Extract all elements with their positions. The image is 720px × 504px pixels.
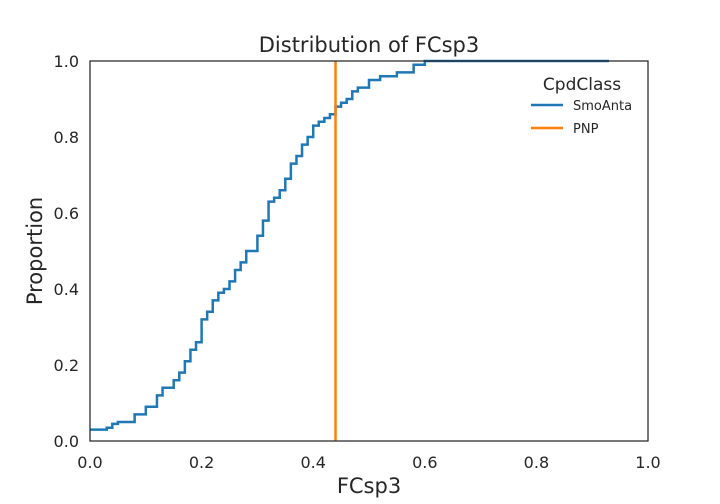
y-tick-label: 0.4 bbox=[54, 280, 79, 299]
legend-label-pnp: PNP bbox=[573, 122, 599, 137]
legend-title: CpdClass bbox=[543, 75, 621, 95]
y-axis-ticks: 0.0 0.2 0.4 0.6 0.8 1.0 bbox=[54, 52, 79, 451]
series-line-smoanta bbox=[90, 59, 609, 431]
chart-title: Distribution of FCsp3 bbox=[259, 33, 479, 57]
x-tick-label: 0.8 bbox=[524, 453, 549, 472]
legend: CpdClass SmoAnta PNP bbox=[531, 75, 632, 137]
y-tick-label: 0.8 bbox=[54, 128, 79, 147]
x-tick-label: 0.4 bbox=[300, 453, 325, 472]
legend-label-smoanta: SmoAnta bbox=[573, 99, 632, 114]
x-tick-label: 0.0 bbox=[77, 453, 102, 472]
y-tick-label: 0.0 bbox=[54, 432, 79, 451]
x-tick-label: 1.0 bbox=[635, 453, 660, 472]
x-tick-label: 0.2 bbox=[189, 453, 214, 472]
y-tick-label: 1.0 bbox=[54, 52, 79, 71]
plot-area-frame bbox=[89, 60, 649, 442]
x-tick-label: 0.6 bbox=[412, 453, 437, 472]
x-axis-ticks: 0.0 0.2 0.4 0.6 0.8 1.0 bbox=[77, 453, 660, 472]
y-tick-label: 0.2 bbox=[54, 356, 79, 375]
series-layer bbox=[90, 59, 609, 441]
y-tick-label: 0.6 bbox=[54, 204, 79, 223]
x-axis-label: FCsp3 bbox=[337, 474, 401, 498]
y-axis-label: Proportion bbox=[23, 197, 47, 305]
